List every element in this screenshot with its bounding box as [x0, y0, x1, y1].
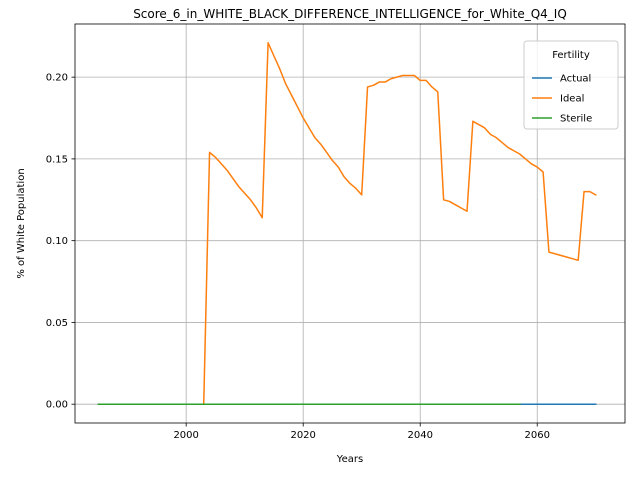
ticks: 2000 2020 2040 2060 0.00 0.05 0.10 0.15 0.20 — [46, 73, 550, 441]
y-axis-label: % of White Population — [16, 168, 27, 278]
y-tick-label: 0.20 — [46, 73, 68, 84]
series-layer — [97, 42, 597, 405]
y-tick-label: 0.05 — [46, 318, 68, 329]
x-tick-label: 2040 — [407, 430, 432, 441]
x-tick-label: 2000 — [173, 430, 198, 441]
y-tick-label: 0.00 — [46, 400, 68, 411]
legend-entries: Actual Ideal Sterile — [532, 74, 592, 125]
legend-title: Fertility — [552, 50, 590, 61]
x-axis-label: Years — [336, 454, 363, 465]
legend-box — [523, 40, 619, 130]
series-line-ideal — [97, 42, 597, 405]
legend-label-sterile: Sterile — [560, 114, 592, 125]
y-tick-label: 0.10 — [46, 236, 68, 247]
legend-label-ideal: Ideal — [560, 94, 584, 105]
legend: Fertility Actual Ideal Sterile — [523, 40, 619, 130]
legend-label-actual: Actual — [560, 74, 591, 85]
chart-title: Score_6_in_WHITE_BLACK_DIFFERENCE_INTELL… — [133, 7, 567, 21]
plot-frame — [74, 23, 626, 424]
x-tick-label: 2020 — [290, 430, 315, 441]
x-tick-label: 2060 — [525, 430, 550, 441]
y-tick-label: 0.15 — [46, 154, 68, 165]
